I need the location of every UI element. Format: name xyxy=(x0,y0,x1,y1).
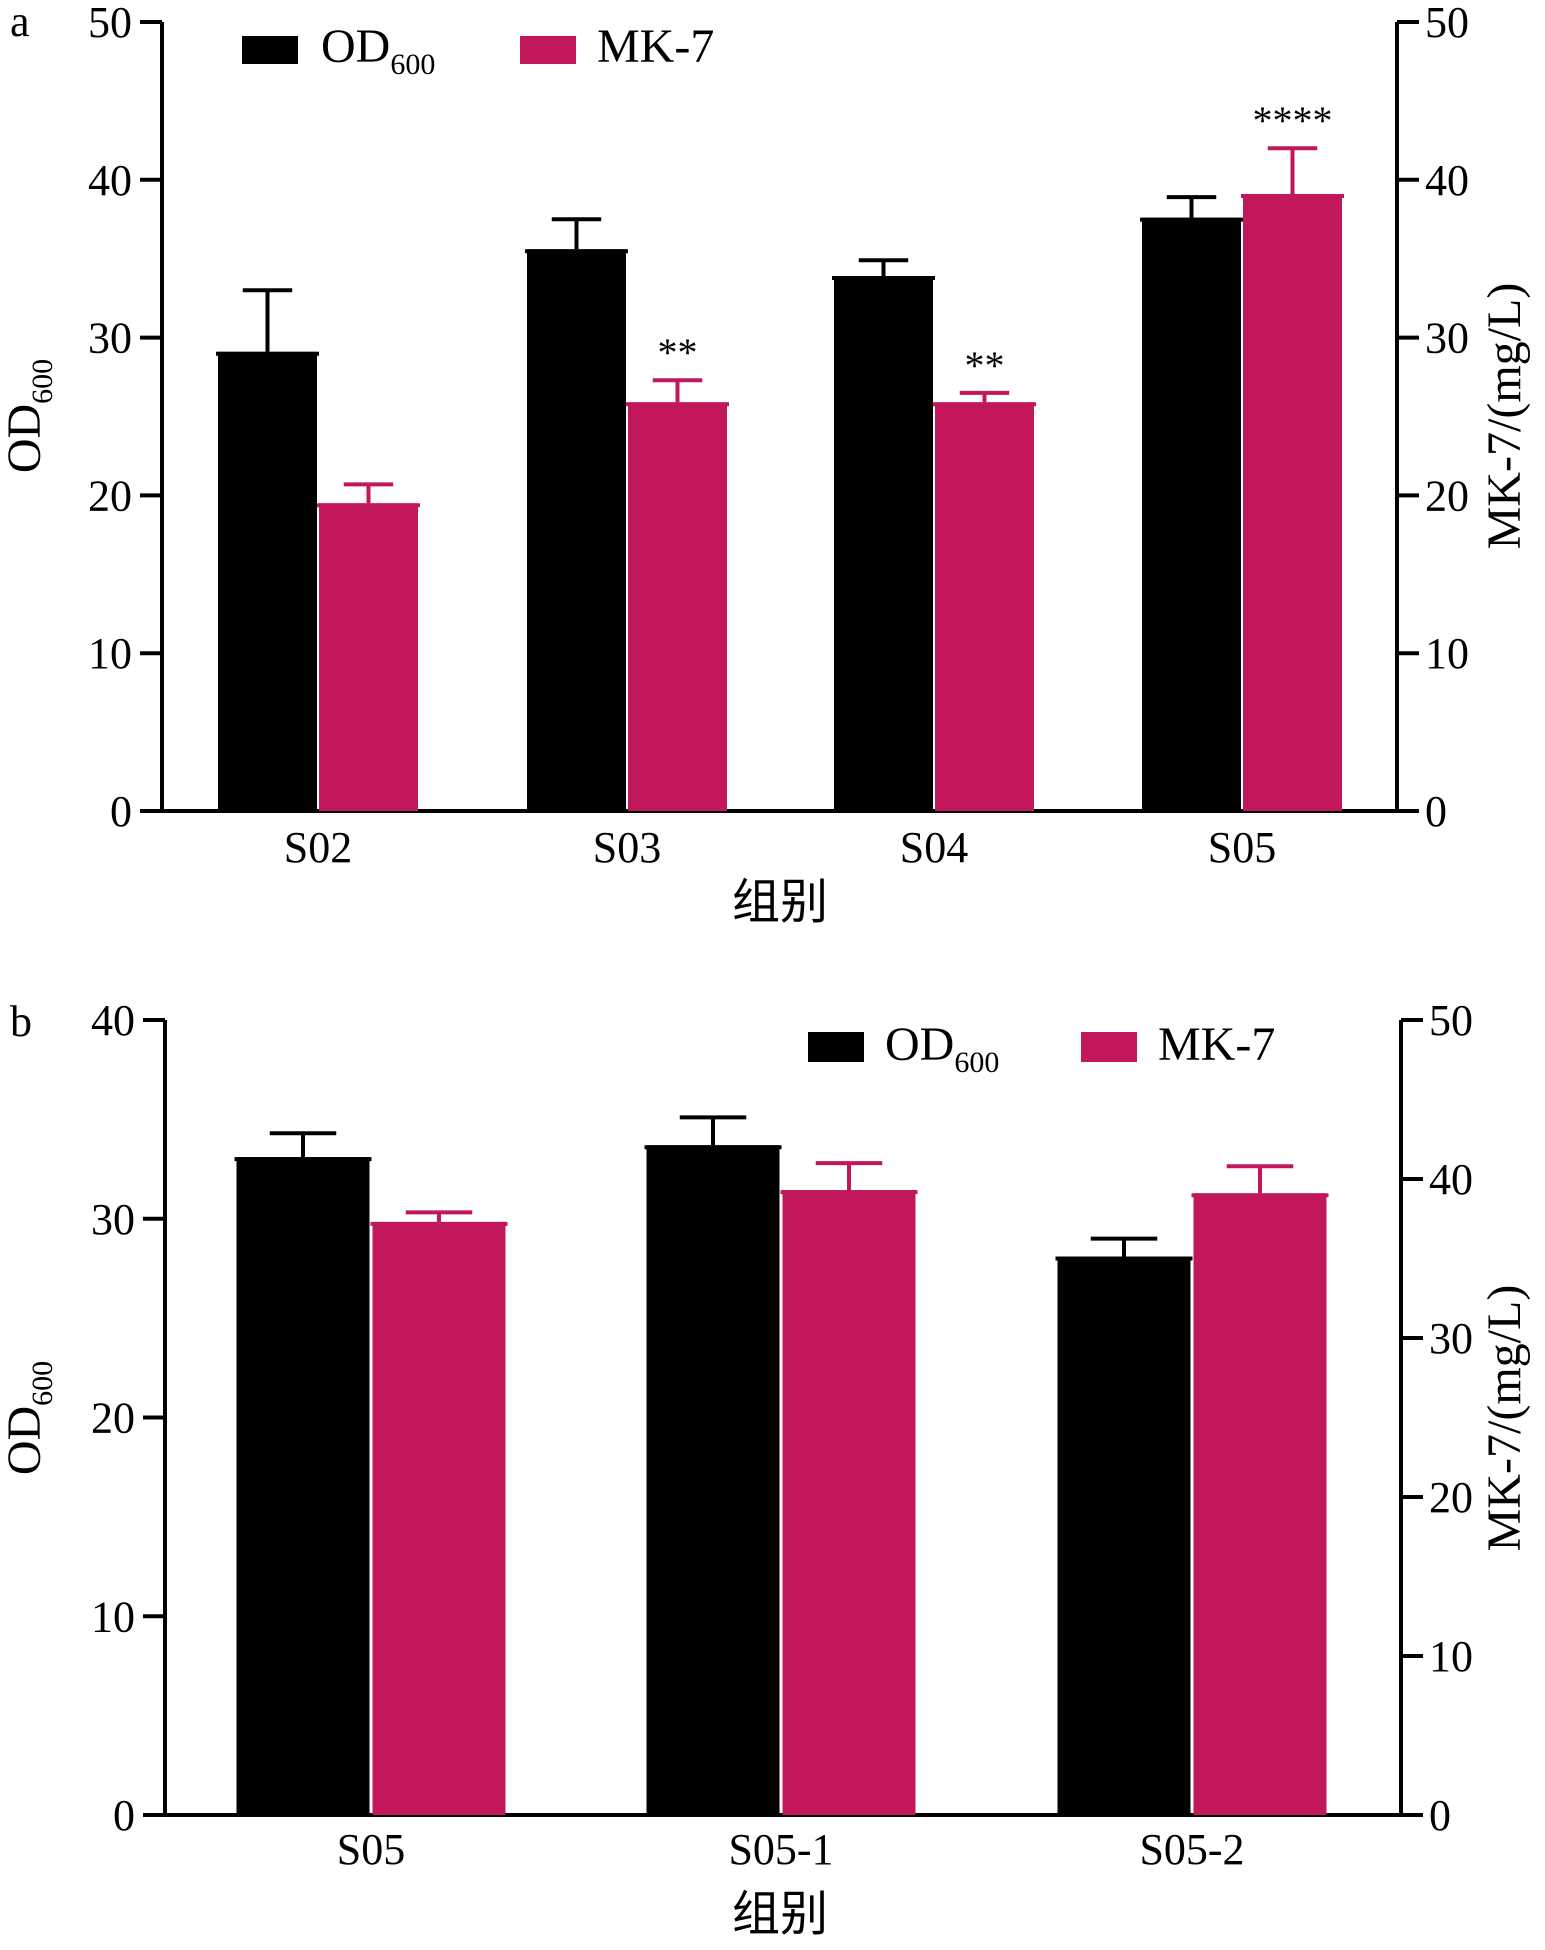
bar-mk7 xyxy=(1243,194,1342,811)
y-axis-title-right: MK-7/(mg/L) xyxy=(1478,1285,1531,1552)
y-tick-label-right: 40 xyxy=(1425,156,1469,205)
y-tick-label-left: 10 xyxy=(88,629,132,678)
legend-swatch-mk7 xyxy=(1081,1032,1137,1062)
x-tick-label: S05-1 xyxy=(728,1825,833,1874)
x-axis-title: 组别 xyxy=(732,1888,828,1941)
y-axis-title-main: OD xyxy=(0,1406,51,1475)
panel-a: a 0 10 20 30 40 50 0 10 20 30 40 50 S02 ** S03 ** S04 ****… xyxy=(0,0,1531,929)
y-axis-title-left: OD600 xyxy=(0,359,59,473)
legend-od-main: OD xyxy=(321,20,390,73)
legend-swatch-mk7 xyxy=(520,36,576,64)
y-axis-title-left: OD600 xyxy=(0,1361,59,1475)
panel-label: b xyxy=(10,997,32,1046)
legend: OD600 MK-7 xyxy=(808,1018,1275,1079)
y-tick-label-right: 0 xyxy=(1429,1791,1451,1840)
y-tick-label-right: 30 xyxy=(1429,1314,1473,1363)
y-tick-label-left: 20 xyxy=(91,1394,135,1443)
bar-mk7 xyxy=(1193,1193,1327,1815)
significance-marker: **** xyxy=(1253,98,1333,143)
bar-mk7 xyxy=(628,402,727,811)
y-tick-label-left: 30 xyxy=(88,314,132,363)
y-tick-label-right: 10 xyxy=(1425,629,1469,678)
y-axis-title-sub: 600 xyxy=(26,1361,59,1406)
legend-od-sub: 600 xyxy=(954,1046,999,1079)
y-tick-label-right: 30 xyxy=(1425,314,1469,363)
y-tick-label-right: 50 xyxy=(1425,0,1469,47)
y-tick-label-left: 50 xyxy=(88,0,132,47)
significance-marker: ** xyxy=(658,330,698,375)
y-tick-label-left: 30 xyxy=(91,1195,135,1244)
bar-od600 xyxy=(1142,217,1241,811)
bar-od600 xyxy=(236,1157,370,1815)
x-tick-label: S04 xyxy=(900,823,968,872)
y-axis-title-sub: 600 xyxy=(26,359,59,404)
bar-od600 xyxy=(834,276,933,812)
legend-label-mk7: MK-7 xyxy=(597,20,714,73)
y-tick-label-right: 0 xyxy=(1425,787,1447,836)
x-tick-label: S05 xyxy=(337,1825,405,1874)
y-tick-label-right: 10 xyxy=(1429,1632,1473,1681)
y-tick-label-left: 40 xyxy=(91,996,135,1045)
y-tick-label-right: 20 xyxy=(1425,471,1469,520)
legend: OD600 MK-7 xyxy=(242,20,714,81)
bar-mk7 xyxy=(935,402,1034,811)
y-tick-label-left: 20 xyxy=(88,471,132,520)
legend-swatch-od600 xyxy=(242,36,298,64)
y-tick-label-left: 0 xyxy=(110,787,132,836)
x-tick-label: S05-2 xyxy=(1139,1825,1244,1874)
significance-marker: ** xyxy=(965,343,1005,388)
legend-swatch-od600 xyxy=(808,1032,864,1062)
legend-label-od600: OD600 xyxy=(885,1018,999,1079)
x-tick-label: S05 xyxy=(1208,823,1276,872)
legend-label-od600: OD600 xyxy=(321,20,435,81)
bar-od600 xyxy=(527,249,626,811)
bar-mk7 xyxy=(319,503,418,811)
y-axis-title-main: OD xyxy=(0,404,51,473)
bar-mk7 xyxy=(782,1190,916,1815)
bar-od600 xyxy=(218,351,317,811)
y-tick-label-left: 10 xyxy=(91,1592,135,1641)
y-tick-label-right: 50 xyxy=(1429,996,1473,1045)
panel-label: a xyxy=(10,0,30,46)
bar-od600 xyxy=(1057,1256,1191,1815)
y-tick-label-left: 0 xyxy=(113,1791,135,1840)
x-tick-label: S03 xyxy=(593,823,661,872)
x-axis-title: 组别 xyxy=(732,876,828,929)
y-axis-title-right: MK-7/(mg/L) xyxy=(1478,283,1531,550)
legend-od-main: OD xyxy=(885,1018,954,1071)
bar-mk7 xyxy=(372,1221,506,1815)
bar-od600 xyxy=(646,1145,780,1815)
y-tick-label-right: 40 xyxy=(1429,1155,1473,1204)
legend-label-mk7: MK-7 xyxy=(1158,1018,1275,1071)
x-tick-label: S02 xyxy=(284,823,352,872)
y-tick-label-right: 20 xyxy=(1429,1473,1473,1522)
legend-od-sub: 600 xyxy=(390,48,435,81)
y-tick-label-left: 40 xyxy=(88,156,132,205)
